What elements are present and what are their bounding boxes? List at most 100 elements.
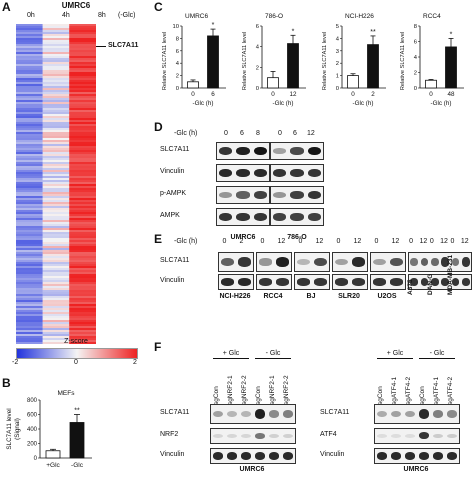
heatmap-cell	[69, 274, 96, 277]
heatmap-cell	[42, 126, 70, 129]
f-row-label: ATF4	[320, 431, 337, 438]
heatmap-cell	[42, 178, 70, 181]
heatmap-cell	[69, 28, 96, 31]
heatmap-cell	[69, 178, 96, 181]
heatmap-cell	[69, 160, 96, 163]
heatmap-cell	[69, 118, 96, 121]
heatmap-cell	[42, 296, 70, 299]
blot-band	[420, 278, 429, 286]
heatmap-cell	[42, 262, 70, 265]
heatmap-cell	[16, 154, 43, 157]
heatmap-cell	[16, 34, 43, 37]
heatmap-cell	[42, 248, 70, 251]
heatmap-cell	[16, 210, 43, 213]
heatmap-cell	[69, 54, 96, 57]
heatmap-cell	[16, 166, 43, 169]
heatmap-cell	[69, 298, 96, 301]
heatmap-cell	[42, 166, 70, 169]
heatmap-cell	[42, 272, 70, 275]
d-time: 8	[256, 130, 260, 137]
heatmap-cell	[16, 68, 43, 71]
heatmap-cell	[16, 334, 43, 337]
heatmap-cell	[16, 108, 43, 111]
heatmap-cell	[42, 68, 70, 71]
chart-c-ytick-label: 4	[256, 45, 260, 51]
heatmap-cell	[42, 176, 70, 179]
heatmap-cell	[69, 190, 96, 193]
blot-band	[390, 410, 402, 418]
heatmap-cell	[69, 246, 96, 249]
heatmap-cell	[42, 32, 70, 35]
heatmap-cell	[42, 122, 70, 125]
blot-band	[297, 278, 310, 286]
heatmap-cell	[16, 316, 43, 319]
blot-band	[226, 433, 238, 439]
chart-c-bar	[187, 81, 199, 89]
heatmap-cell	[42, 138, 70, 141]
chart-c-ytick-label: 1	[336, 74, 339, 80]
heatmap-cell	[16, 330, 43, 333]
heatmap-cell	[42, 160, 70, 163]
heatmap-cell	[16, 232, 43, 235]
heatmap-cell	[16, 296, 43, 299]
chart-b-bar	[69, 422, 85, 459]
heatmap-cell	[16, 270, 43, 273]
blot-band	[290, 168, 304, 178]
heatmap-cell	[16, 240, 43, 243]
heatmap-cell	[16, 322, 43, 325]
blot-band	[254, 409, 266, 419]
blot-band	[226, 410, 238, 418]
heatmap-cell	[16, 26, 43, 29]
f-blot	[210, 428, 296, 444]
heatmap-cell	[42, 278, 70, 281]
panel-label-e: E	[154, 232, 163, 246]
heatmap-cell	[16, 110, 43, 113]
heatmap-cell	[16, 36, 43, 39]
heatmap-cell	[69, 88, 96, 91]
blot-band	[335, 258, 348, 266]
heatmap-cell	[42, 290, 70, 293]
zscore-tick-min: -2	[12, 359, 19, 366]
heatmap-cell	[16, 276, 43, 279]
heatmap-cell	[42, 92, 70, 95]
e-time: 12	[391, 238, 400, 245]
heatmap-cell	[42, 226, 70, 229]
blot-band	[404, 433, 416, 439]
heatmap-cell	[69, 320, 96, 323]
heatmap-cell	[69, 120, 96, 123]
heatmap-cell	[16, 144, 43, 147]
heatmap-cell	[16, 214, 43, 217]
f-blot	[374, 404, 460, 424]
zscore-tick-mid: 0	[74, 359, 78, 366]
heatmap-cell	[69, 334, 96, 337]
heatmap-cell	[16, 284, 43, 287]
blot-band	[314, 257, 327, 267]
blot-band	[259, 258, 272, 266]
blot-band	[352, 257, 365, 267]
heatmap-cell	[16, 216, 43, 219]
heatmap-cell	[16, 98, 43, 101]
heatmap-cell	[69, 132, 96, 135]
western-blot-e: -Glc (h) 0 2 0 12 0 12 0 12 0 12 0 12 0 12 0 12 SLC7A11 V…	[160, 232, 472, 342]
d-time: 12	[307, 130, 315, 137]
heatmap-cell	[16, 176, 43, 179]
heatmap-cell	[42, 324, 70, 327]
heatmap-cell	[16, 206, 43, 209]
heatmap-cell	[69, 302, 96, 305]
blot-band	[418, 452, 430, 460]
heatmap-cell	[69, 182, 96, 185]
heatmap-cell	[42, 336, 70, 339]
heatmap-cell	[69, 136, 96, 139]
chart-c-ytick-label: 6	[176, 49, 179, 55]
heatmap-cell	[69, 228, 96, 231]
heatmap-cell	[69, 312, 96, 315]
panel-label-c: C	[154, 0, 163, 14]
e-blot-vinculin	[294, 274, 330, 290]
heatmap-cell	[42, 54, 70, 57]
heatmap-cell	[69, 324, 96, 327]
heatmap-cell	[16, 180, 43, 183]
heatmap-cell	[42, 212, 70, 215]
heatmap-cell	[42, 72, 70, 75]
chart-c-ytick-label: 0	[176, 86, 179, 92]
heatmap-cell	[69, 42, 96, 45]
